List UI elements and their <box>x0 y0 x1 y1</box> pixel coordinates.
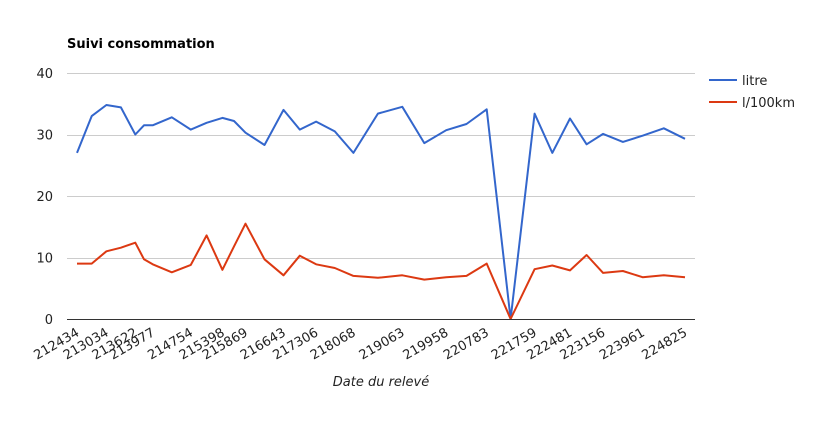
x-tick-label-219958: 219958 <box>401 325 451 363</box>
grid-lines <box>67 73 695 259</box>
series-lines <box>76 104 686 320</box>
y-tick-label-0: 0 <box>45 313 53 328</box>
series-line-litre <box>76 104 686 320</box>
x-axis-ticks: 2124342130342136222139772147542153982158… <box>32 325 690 363</box>
x-axis-title: Date du relevé <box>333 375 429 390</box>
y-tick-label-30: 30 <box>36 129 53 144</box>
legend-label-litre: litre <box>742 74 767 89</box>
y-tick-label-10: 10 <box>36 252 53 267</box>
legend-label-l-100km: l/100km <box>742 96 795 111</box>
x-tick-label-220783: 220783 <box>441 325 491 363</box>
x-tick-label-223961: 223961 <box>597 325 647 363</box>
series-line-l-100km <box>77 222 686 320</box>
chart-title: Suivi consommation <box>67 37 215 52</box>
y-axis-ticks: 0 10 20 30 40 <box>36 67 53 328</box>
x-tick-label-224825: 224825 <box>640 325 690 363</box>
y-tick-label-20: 20 <box>36 190 53 205</box>
x-tick-label-219063: 219063 <box>357 325 407 363</box>
legend: litre l/100km <box>709 74 795 111</box>
y-tick-label-40: 40 <box>36 67 53 82</box>
